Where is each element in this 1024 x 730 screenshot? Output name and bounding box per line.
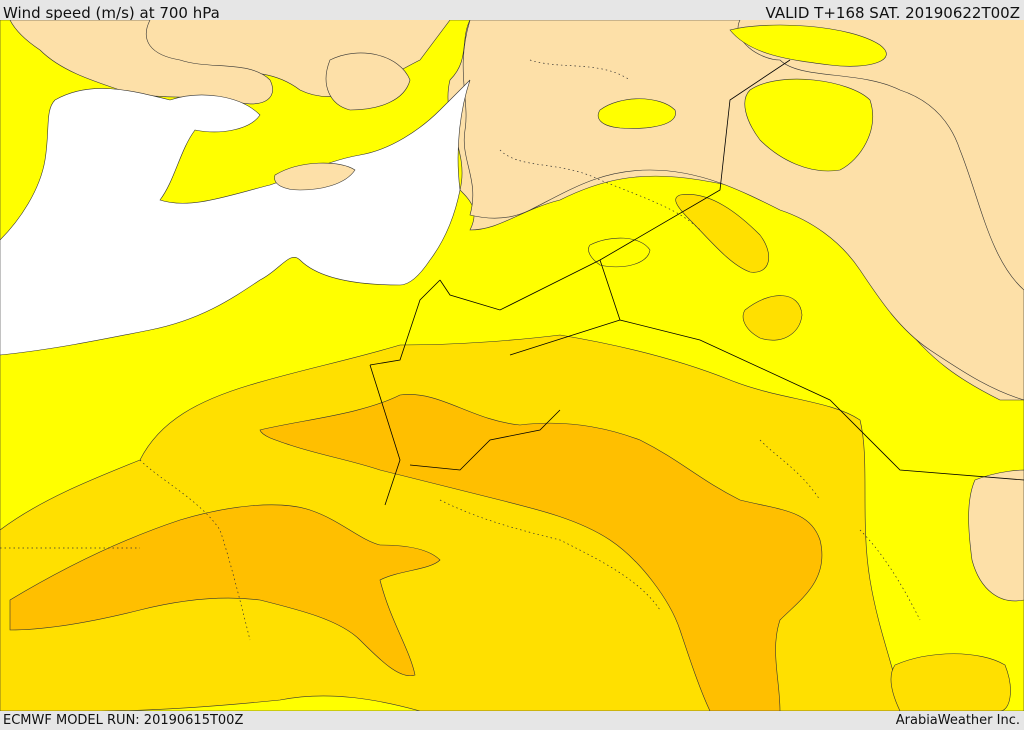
wind-patch-gold-2	[742, 295, 803, 341]
regional-borders	[0, 59, 921, 641]
mediterranean-sea	[0, 79, 471, 356]
credit-label: ArabiaWeather Inc.	[895, 713, 1020, 728]
wind-band-orange-main	[259, 394, 823, 711]
model-run: ECMWF MODEL RUN: 20190615T00Z	[3, 713, 244, 728]
wind-patch-yellow-1	[597, 98, 676, 129]
wind-speed-map	[0, 20, 1024, 711]
map-title: Wind speed (m/s) at 700 hPa	[3, 4, 220, 22]
wind-patch-yellow-2	[744, 78, 873, 172]
wind-patch-tan-se	[968, 469, 1024, 602]
wind-band-orange-sw	[9, 504, 441, 677]
wind-band-tan-nw2	[325, 52, 411, 111]
top-bar	[0, 0, 1024, 20]
wind-patch-gold-east	[675, 194, 769, 273]
valid-time: VALID T+168 SAT. 20190622T00Z	[765, 4, 1020, 22]
wind-patch-gold-se	[890, 653, 1011, 711]
bottom-bar	[0, 711, 1024, 729]
wind-patch-yellow-4	[588, 237, 651, 268]
wind-patch-yellow-3	[729, 24, 887, 67]
cyprus-island	[274, 162, 356, 191]
country-borders	[369, 59, 1024, 506]
